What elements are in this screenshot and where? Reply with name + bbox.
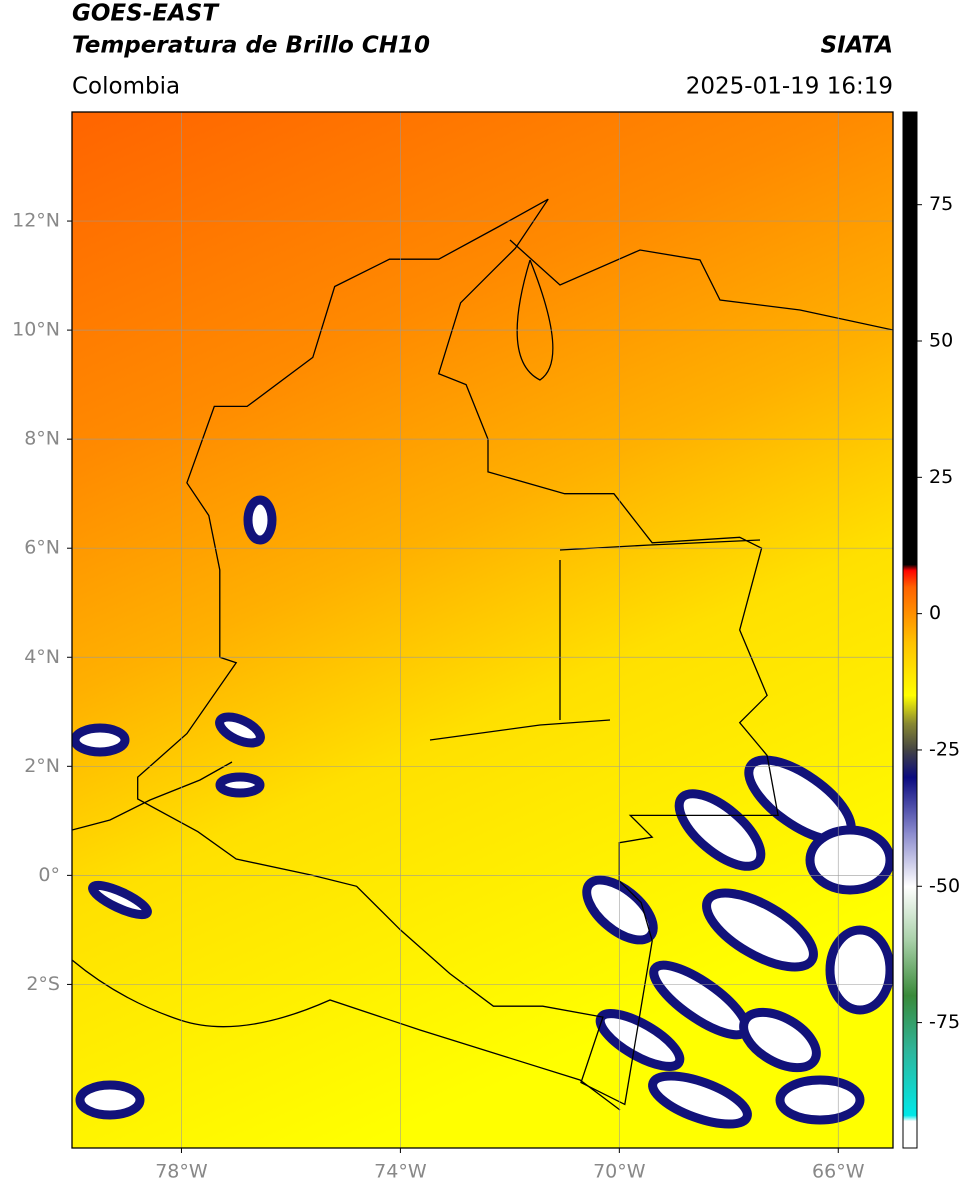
y-tick-label: 8°N: [24, 428, 60, 450]
clouds: [72, 495, 893, 1129]
colorbar-frame: [902, 111, 918, 1149]
grid: 78°W 74°W 70°W 66°W 12°N 10°N 8°N 6°N 4°N 2°N 0° 2°…: [12, 112, 893, 1183]
borders: [72, 198, 893, 1111]
colorbar-segment: [903, 995, 917, 1051]
x-tick-label: 70°W: [593, 1161, 646, 1183]
colorbar-segment: [903, 1120, 917, 1149]
colorbar-segment: [903, 112, 917, 566]
agency: SIATA: [821, 33, 893, 59]
x-tick-label: 66°W: [812, 1161, 865, 1183]
colorbar-tick-label: -50: [929, 875, 960, 897]
colorbar-segment: [903, 570, 917, 587]
colorbar-segment: [903, 722, 917, 751]
colorbar-segment: [903, 886, 917, 942]
colorbar-segment: [903, 831, 917, 887]
colorbar-tick-label: 0: [929, 602, 941, 624]
x-tick-label: 74°W: [374, 1161, 427, 1183]
satellite: GOES-EAST: [72, 1, 220, 27]
inner-borders: [72, 239, 893, 1111]
colorbar-tick-label: 50: [929, 330, 953, 352]
x-tick-label: 78°W: [155, 1161, 208, 1183]
colorbar-segment: [903, 749, 917, 778]
colorbar-segment: [903, 777, 917, 833]
colorbar-segment: [903, 695, 917, 724]
map-frame: [71, 111, 894, 1149]
datetime: 2025-01-19 16:19: [686, 74, 893, 100]
y-tick-label: 2°S: [26, 973, 60, 995]
y-tick-label: 6°N: [24, 537, 60, 559]
colorbar-segment: [903, 1049, 917, 1116]
region: Colombia: [72, 74, 180, 100]
colorbar-segment: [903, 940, 917, 996]
colorbar-tick-label: 25: [929, 466, 953, 488]
colorbar-tick-label: 75: [929, 193, 953, 215]
map-background: [72, 112, 893, 1148]
colorbar-tick-label: -25: [929, 738, 960, 760]
product: Temperatura de Brillo CH10: [72, 33, 430, 59]
y-tick-label: 2°N: [24, 755, 60, 777]
colorbar-segment: [903, 564, 917, 571]
map-image: [72, 112, 893, 1148]
colorbar-segment: [903, 1115, 917, 1122]
y-tick-label: 4°N: [24, 646, 60, 668]
y-tick-label: 10°N: [12, 319, 60, 341]
colorbar: 75 50 25 0 -25 -50 -75: [903, 112, 960, 1149]
colorbar-segment: [903, 640, 917, 696]
y-tick-label: 12°N: [12, 210, 60, 232]
y-tick-label: 0°: [38, 864, 60, 886]
colombia-outline: [137, 198, 779, 1106]
colorbar-segment: [903, 586, 917, 642]
colorbar-tick-label: -75: [929, 1011, 960, 1033]
